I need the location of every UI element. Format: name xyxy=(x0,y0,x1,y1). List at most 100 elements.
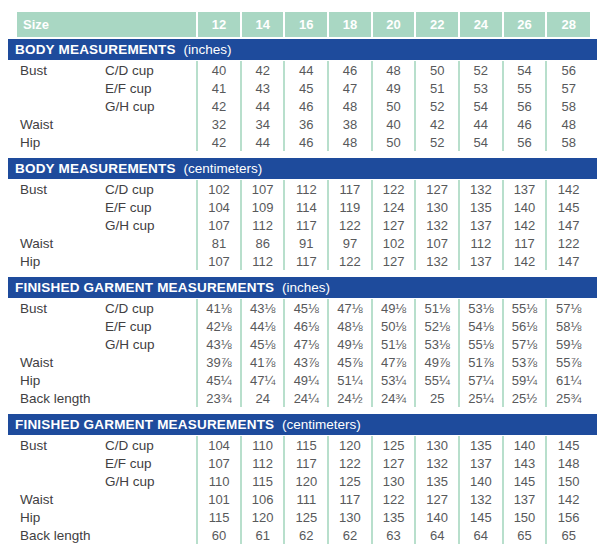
measurement-value: 45⅛ xyxy=(241,335,285,353)
row-label xyxy=(17,198,105,216)
cup-size-label: G/H cup xyxy=(105,216,197,234)
measurement-value: 54⅛ xyxy=(459,317,503,335)
row-label: Bust xyxy=(17,180,105,198)
table-row: BustC/D cup104110115120125130135140145 xyxy=(17,436,590,454)
measurement-value: 36 xyxy=(284,115,328,133)
measurement-value: 53⅛ xyxy=(415,335,459,353)
row-label: Back length xyxy=(17,389,105,407)
measurement-value: 58 xyxy=(546,97,590,115)
measurement-value: 125 xyxy=(328,472,372,490)
measurement-value: 117 xyxy=(284,454,328,472)
measurement-value: 56 xyxy=(546,61,590,79)
measurement-value: 25¾ xyxy=(546,389,590,407)
measurement-value: 53⅞ xyxy=(503,353,547,371)
measurement-value: 55¼ xyxy=(415,371,459,389)
measurement-value: 125 xyxy=(372,436,416,454)
cup-size-label: G/H cup xyxy=(105,472,197,490)
measurement-value: 45¼ xyxy=(197,371,241,389)
measurement-value: 122 xyxy=(372,490,416,508)
row-label: Hip xyxy=(17,508,105,526)
measurement-value: 122 xyxy=(328,454,372,472)
measurement-value: 115 xyxy=(197,508,241,526)
measurement-value: 58 xyxy=(546,133,590,151)
section-unit: (inches) xyxy=(282,280,330,295)
measurement-value: 56 xyxy=(503,97,547,115)
measurement-value: 135 xyxy=(459,198,503,216)
cup-size-label: C/D cup xyxy=(105,299,197,317)
size-chart: Size 121416182022242628 BODY MEASUREMENT… xyxy=(8,12,597,544)
measurement-table: BustC/D cup404244464850525456E/F cup4143… xyxy=(17,61,590,151)
measurement-value: 65 xyxy=(546,526,590,544)
measurement-value: 117 xyxy=(284,252,328,270)
cup-size-label: E/F cup xyxy=(105,79,197,97)
measurement-value: 86 xyxy=(241,234,285,252)
measurement-value: 132 xyxy=(459,180,503,198)
measurement-value: 41⅛ xyxy=(197,299,241,317)
measurement-value: 142 xyxy=(503,252,547,270)
row-label xyxy=(17,79,105,97)
measurement-value: 104 xyxy=(197,436,241,454)
measurement-value: 48⅛ xyxy=(328,317,372,335)
table-row: Hip115120125130135140145150156 xyxy=(17,508,590,526)
measurement-value: 61¼ xyxy=(546,371,590,389)
measurement-value: 137 xyxy=(503,180,547,198)
size-column-header: 14 xyxy=(241,12,285,37)
row-label: Waist xyxy=(17,353,105,371)
measurement-value: 127 xyxy=(372,454,416,472)
measurement-value: 34 xyxy=(241,115,285,133)
measurement-value: 54 xyxy=(503,61,547,79)
cup-size-label xyxy=(105,389,197,407)
measurement-section: FINISHED GARMENT MEASUREMENTS (centimete… xyxy=(8,414,597,544)
measurement-value: 44 xyxy=(284,61,328,79)
measurement-table: BustC/D cup102107112117122127132137142E/… xyxy=(17,180,590,270)
measurement-value: 115 xyxy=(284,436,328,454)
cup-size-label: G/H cup xyxy=(105,97,197,115)
row-label: Bust xyxy=(17,299,105,317)
size-header-label: Size xyxy=(17,12,197,37)
cup-size-label: G/H cup xyxy=(105,335,197,353)
measurement-value: 137 xyxy=(459,454,503,472)
measurement-value: 130 xyxy=(415,198,459,216)
measurement-value: 147 xyxy=(546,252,590,270)
row-label xyxy=(17,454,105,472)
measurement-value: 48 xyxy=(328,133,372,151)
measurement-value: 24¾ xyxy=(372,389,416,407)
measurement-value: 44 xyxy=(241,97,285,115)
measurement-value: 145 xyxy=(459,508,503,526)
measurement-value: 140 xyxy=(503,198,547,216)
measurement-value: 147 xyxy=(546,216,590,234)
measurement-value: 44 xyxy=(459,115,503,133)
measurement-value: 25¼ xyxy=(459,389,503,407)
measurement-value: 55⅛ xyxy=(503,299,547,317)
measurement-value: 140 xyxy=(415,508,459,526)
measurement-value: 50⅛ xyxy=(372,317,416,335)
measurement-value: 42 xyxy=(197,133,241,151)
measurement-value: 122 xyxy=(328,216,372,234)
measurement-value: 39⅞ xyxy=(197,353,241,371)
measurement-value: 135 xyxy=(372,508,416,526)
cup-size-label: E/F cup xyxy=(105,317,197,335)
measurement-value: 41 xyxy=(197,79,241,97)
measurement-value: 57⅛ xyxy=(546,299,590,317)
measurement-value: 142 xyxy=(503,216,547,234)
measurement-value: 107 xyxy=(197,216,241,234)
measurement-value: 50 xyxy=(372,133,416,151)
measurement-value: 46 xyxy=(284,133,328,151)
measurement-value: 42 xyxy=(241,61,285,79)
size-header-bar: Size 121416182022242628 xyxy=(17,12,590,37)
row-label: Waist xyxy=(17,490,105,508)
measurement-section: BODY MEASUREMENTS (inches) BustC/D cup40… xyxy=(8,39,597,151)
size-column-header: 28 xyxy=(546,12,590,37)
measurement-value: 145 xyxy=(503,472,547,490)
measurement-value: 120 xyxy=(328,436,372,454)
measurement-value: 49 xyxy=(372,79,416,97)
measurement-value: 150 xyxy=(503,508,547,526)
measurement-value: 56 xyxy=(503,133,547,151)
measurement-value: 101 xyxy=(197,490,241,508)
measurement-value: 54 xyxy=(459,133,503,151)
measurement-value: 112 xyxy=(241,252,285,270)
measurement-value: 42 xyxy=(197,97,241,115)
measurement-value: 107 xyxy=(241,180,285,198)
table-row: Back length23¾2424¼24½24¾2525¼25½25¾ xyxy=(17,389,590,407)
measurement-value: 49⅞ xyxy=(415,353,459,371)
